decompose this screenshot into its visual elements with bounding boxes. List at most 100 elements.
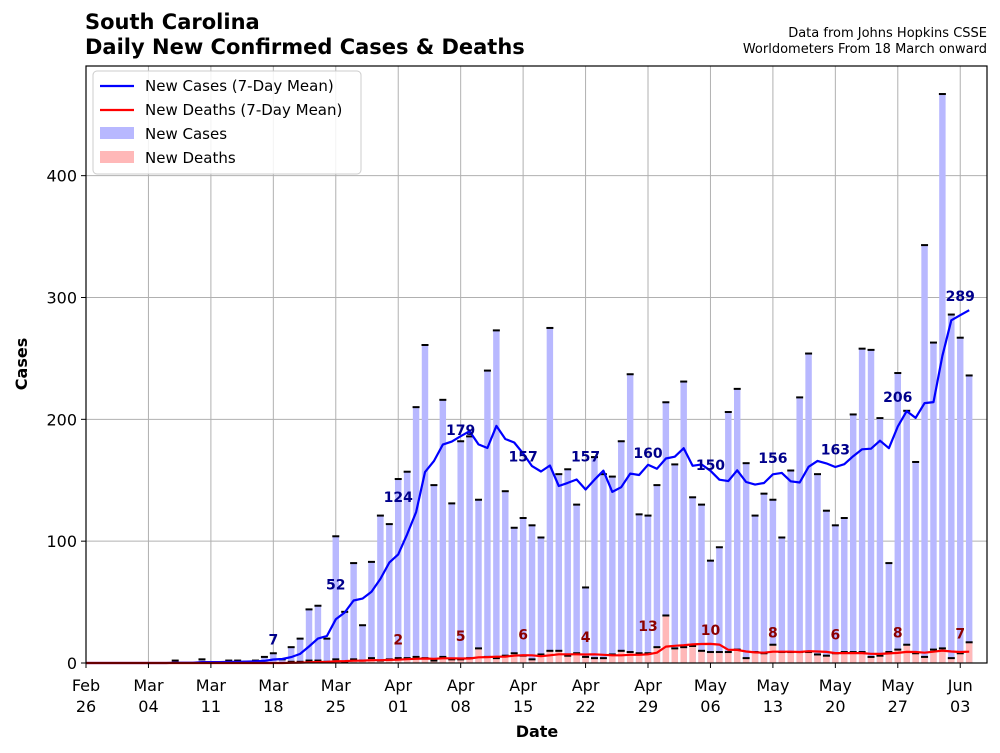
new-cases-bar [635,514,643,663]
new-cases-mean-line [86,309,970,665]
legend: New Cases (7-Day Mean) New Deaths (7-Day… [92,70,362,175]
new-cases-bar [921,245,928,663]
legend-box [92,70,362,175]
y-axis-label: Cases [12,338,31,390]
legend-swatch-cases [100,127,134,139]
legend-label-deaths-mean: New Deaths (7-Day Mean) [145,101,342,119]
annotation-deaths: 10 [701,623,721,639]
new-deaths-bar [867,656,875,663]
new-cases-bar [787,470,794,663]
new-cases-bar [742,463,750,663]
new-deaths-bar [403,658,411,663]
x-tick-label-day: 01 [388,697,408,716]
new-cases-bar [279,659,286,663]
new-cases-bar [716,547,723,663]
x-tick-label-month: May [819,676,852,695]
new-deaths-bar [591,658,598,663]
x-tick-label-month: Mar [133,676,164,695]
new-cases-bar [858,348,866,663]
legend-label-deaths: New Deaths [145,149,236,167]
new-cases-bar [502,491,509,663]
new-deaths-bar [466,658,473,663]
y-tick-label: 300 [46,288,77,307]
x-tick-label-day: 25 [326,697,346,716]
new-deaths-bar [734,649,741,663]
new-cases-bar [734,388,741,663]
new-cases-bar [894,373,902,663]
x-tick-label-month: Feb [72,676,100,695]
new-cases-bar [493,330,500,663]
new-deaths-bar [894,649,902,663]
new-cases-bar [662,402,670,663]
annotation-cases: 124 [384,490,413,506]
new-cases-bar [832,525,839,663]
new-cases-bar [573,504,580,663]
new-cases-bar [296,638,304,663]
x-tick-label-day: 20 [825,697,845,716]
x-tick-label-day: 06 [700,697,720,716]
new-cases-bar [653,485,661,663]
new-cases-bar [457,441,464,663]
x-tick-label-month: Apr [509,676,537,695]
annotation-cases: 157 [571,450,600,466]
new-cases-bar [903,410,910,663]
x-tick-label-month: Mar [321,676,352,695]
new-cases-bar [805,353,812,663]
new-deaths-bar [921,656,928,663]
annotation-deaths: 7 [955,626,965,642]
annotation-cases: 289 [946,289,975,305]
x-tick-label-month: Mar [258,676,289,695]
new-deaths-bar [386,659,393,663]
new-cases-bar [778,537,786,663]
annotation-deaths: 8 [893,625,903,641]
new-cases-bars [171,93,973,663]
new-deaths-bar [805,652,812,663]
new-cases-bar [555,474,563,663]
new-cases-bar [671,464,678,663]
new-deaths-bar [725,652,732,663]
new-deaths-bar [448,659,455,663]
annotation-cases: 160 [633,446,662,462]
new-deaths-bar [582,656,589,663]
new-deaths-bar [849,652,857,663]
new-cases-bar [680,381,687,663]
annotation-deaths: 6 [518,628,528,644]
new-deaths-bar [412,656,420,663]
x-tick-label-month: Mar [196,676,227,695]
x-tick-label-day: 27 [888,697,908,716]
new-cases-bar [564,469,571,663]
new-cases-bar [350,563,357,663]
new-cases-bar [644,515,652,663]
new-deaths-bar [796,652,803,663]
x-tick-label-day: 04 [138,697,158,716]
new-cases-bar [395,479,402,663]
x-tick-label-day: 26 [76,697,96,716]
new-cases-bar [314,605,322,663]
new-deaths-bar [430,660,438,663]
annotation-cases: 163 [821,442,850,458]
new-deaths-bar [528,659,536,663]
new-cases-bar [475,499,482,663]
x-tick-label-month: May [756,676,789,695]
new-deaths-bar [626,652,634,663]
new-deaths-bar [930,649,937,663]
new-cases-bar [814,474,821,663]
new-cases-bar [403,471,411,663]
new-deaths-bar [537,654,545,663]
new-cases-bar [867,349,875,663]
new-cases-bar [519,518,527,663]
new-deaths-bar [787,652,794,663]
x-tick-label-day: 15 [513,697,533,716]
new-cases-bar [912,461,919,663]
x-tick-label-day: 03 [950,697,970,716]
new-cases-bar [725,412,732,663]
new-deaths-bar [635,653,643,663]
new-cases-bar [760,493,768,663]
new-cases-bar [965,375,973,663]
new-deaths-bar [573,653,580,663]
x-tick-label-day: 29 [638,697,658,716]
annotation-cases: 157 [509,450,538,466]
new-deaths-bar [814,654,821,663]
new-deaths-bar [359,660,366,663]
new-deaths-bar [600,658,607,663]
